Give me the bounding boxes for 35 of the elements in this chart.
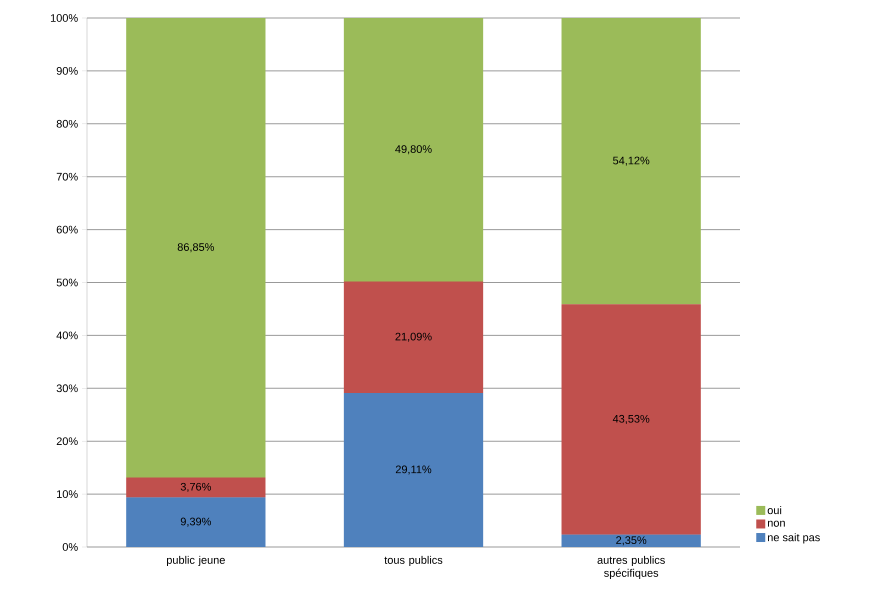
y-tick-label: 0% [62, 543, 78, 551]
x-tick-label: tous publics [384, 556, 442, 566]
bar [562, 18, 701, 304]
data-label: 86,85% [178, 243, 214, 252]
bar [344, 393, 484, 547]
bar [562, 534, 701, 547]
x-tick-label: public jeune [166, 556, 225, 566]
y-tick-label: 20% [56, 437, 78, 446]
y-tick-label: 70% [56, 172, 78, 181]
x-tick-label: autres publics spécifiques [598, 556, 665, 580]
data-label: 49,80% [395, 145, 432, 154]
y-tick-label: 10% [57, 490, 78, 498]
data-label: 43,53% [612, 414, 650, 424]
bar [344, 281, 484, 394]
y-tick-label: 90% [56, 67, 78, 75]
bar [126, 477, 266, 498]
data-label: 9,39% [180, 518, 211, 527]
bar [126, 497, 266, 547]
y-tick-label: 60% [56, 226, 78, 234]
y-tick-label: 80% [56, 120, 78, 128]
legend-label: non [768, 520, 785, 527]
legend-label: oui [768, 506, 782, 514]
bar [562, 304, 701, 535]
data-label: 29,11% [396, 465, 432, 475]
y-tick-label: 40% [56, 332, 78, 340]
legend-label: ne sait pas [768, 533, 820, 544]
y-tick-label: 30% [56, 384, 78, 392]
data-label: 54,12% [613, 156, 650, 166]
y-tick-label: 100% [50, 14, 78, 22]
data-label: 3,76% [180, 482, 211, 492]
data-label: 21,09% [395, 332, 432, 342]
data-label: 2,35% [616, 536, 646, 546]
bar [126, 18, 266, 478]
y-tick-label: 50% [56, 278, 78, 286]
bar [344, 18, 484, 282]
